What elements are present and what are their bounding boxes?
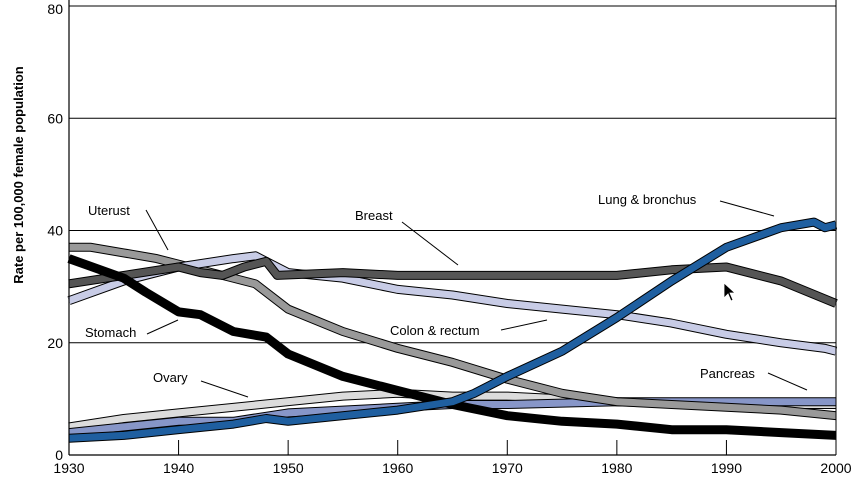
annotations: Ovary Pancreas Uterust Colon & rectum Breast…: [85, 192, 808, 398]
leader-line-pancreas: [767, 372, 808, 391]
label-uterus: Uterust: [88, 203, 130, 218]
y-tick-label: 20: [47, 335, 63, 351]
label-stomach: Stomach: [85, 325, 136, 340]
leader-line-colon-rectum: [500, 319, 548, 331]
leader-line-uterus: [145, 209, 169, 251]
x-tick-label: 2000: [820, 460, 851, 476]
series-line-uterus: [69, 243, 837, 420]
series-lines: [67, 217, 838, 443]
x-tick-label: 1970: [492, 460, 523, 476]
y-axis-title: Rate per 100,000 female population: [11, 66, 26, 284]
series-line-lung-bronchus: [68, 218, 837, 442]
y-tick-label: 60: [47, 110, 63, 126]
x-tick-label: 1960: [382, 460, 413, 476]
label-lung-bronchus: Lung & bronchus: [598, 192, 697, 207]
leader-line-lung-bronchus: [719, 200, 775, 217]
x-tick-label: 1990: [711, 460, 742, 476]
axes: 0 20 40 60 80 1930 1940 1950 1960 1970 1980 1990 200…: [47, 0, 852, 476]
x-tick-label: 1950: [273, 460, 304, 476]
label-pancreas: Pancreas: [700, 366, 755, 381]
label-ovary: Ovary: [153, 370, 188, 385]
leader-line-breast: [401, 221, 459, 266]
y-tick-label: 0: [55, 447, 63, 463]
leader-line-ovary: [200, 380, 249, 398]
label-colon-rectum: Colon & rectum: [390, 323, 480, 338]
mouse-cursor-icon: [723, 282, 737, 302]
label-breast: Breast: [355, 208, 393, 223]
y-tick-label: 80: [47, 1, 63, 17]
x-tick-label: 1930: [53, 460, 84, 476]
leader-line-stomach: [146, 319, 179, 335]
gridlines: [69, 5, 836, 344]
x-tick-label: 1940: [163, 460, 194, 476]
series-line-breast: [68, 257, 838, 307]
x-tick-label: 1980: [601, 460, 632, 476]
y-tick-label: 40: [47, 223, 63, 239]
series-line-colon-rectum: [67, 252, 837, 355]
series-line-stomach: [67, 255, 837, 439]
